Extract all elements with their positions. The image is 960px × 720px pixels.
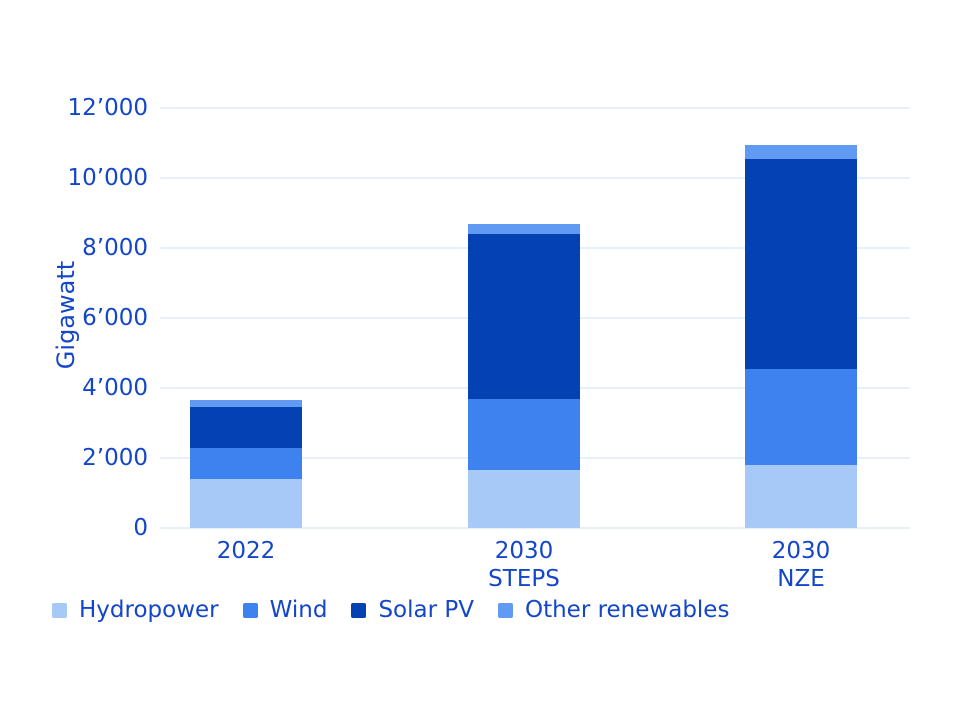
bar-segment-solar-pv	[190, 407, 302, 448]
legend-swatch-icon	[351, 602, 367, 618]
x-tick-line: 2022	[216, 538, 276, 564]
x-tick-line: 2030	[494, 538, 554, 564]
legend-swatch-icon	[497, 602, 513, 618]
legend: Hydropower Wind Solar PV Other renewables	[52, 596, 729, 624]
bar-segment-solar-pv	[468, 234, 580, 399]
legend-label: Other renewables	[524, 597, 730, 623]
bar-segment-other-renewables	[190, 400, 302, 408]
legend-item-hydropower: Hydropower	[52, 596, 219, 624]
bar-segment-wind	[468, 398, 580, 471]
bar-segment-other-renewables	[468, 223, 580, 234]
x-tick-line: NZE	[777, 566, 825, 592]
bar-segment-hydropower	[190, 479, 302, 528]
gridline	[160, 177, 910, 179]
bar-segment-solar-pv	[745, 158, 857, 369]
y-tick-label: 4’000	[82, 375, 148, 401]
legend-item-other-renewables: Other renewables	[497, 596, 730, 624]
x-tick-label: 2030 STEPS	[488, 537, 560, 593]
x-tick-label: 2030 NZE	[772, 537, 831, 593]
legend-item-solar-pv: Solar PV	[351, 596, 474, 624]
legend-label: Solar PV	[378, 597, 474, 623]
y-tick-label: 6’000	[82, 305, 148, 331]
legend-label: Wind	[269, 597, 328, 623]
legend-swatch-icon	[52, 602, 67, 618]
y-tick-label: 12’000	[67, 95, 148, 121]
x-tick-line: STEPS	[488, 566, 560, 592]
x-tick-line: 2030	[771, 538, 831, 564]
legend-label: Hydropower	[79, 597, 219, 623]
x-tick-label: 2022	[217, 537, 276, 565]
y-tick-label: 0	[133, 515, 148, 541]
y-tick-label: 8’000	[82, 235, 148, 261]
y-tick-label: 2’000	[82, 445, 148, 471]
y-tick-label: 10’000	[67, 165, 148, 191]
bar-segment-hydropower	[468, 470, 580, 528]
bar-segment-wind	[745, 368, 857, 465]
bar-segment-wind	[190, 447, 302, 479]
gridline	[160, 527, 910, 529]
gridline	[160, 107, 910, 109]
legend-swatch-icon	[242, 602, 258, 618]
bar-segment-other-renewables	[745, 144, 857, 159]
bar-segment-hydropower	[745, 465, 857, 528]
legend-item-wind: Wind	[242, 596, 328, 624]
